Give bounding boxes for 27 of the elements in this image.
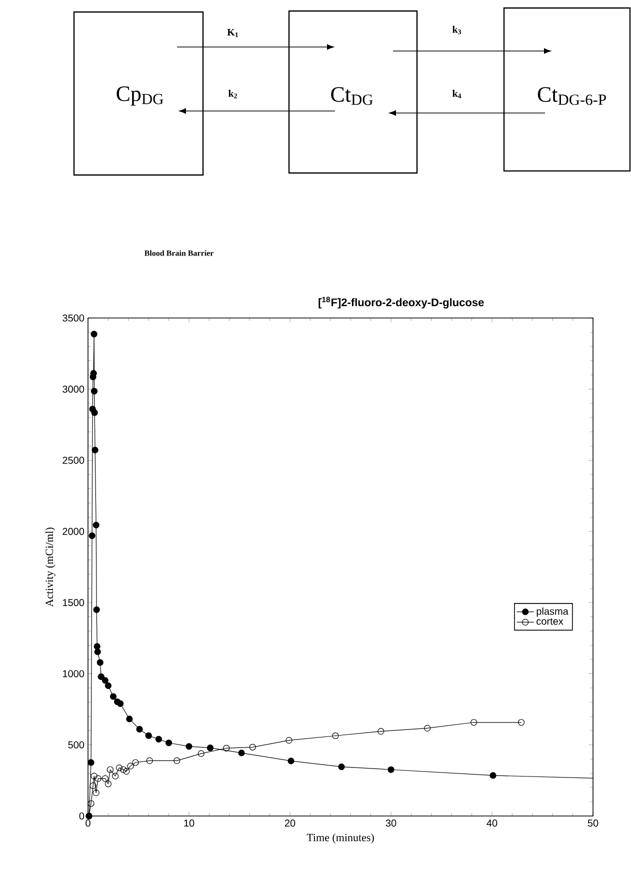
y-tick-label: 0 [80, 812, 84, 820]
y-tick-label: 2500 [62, 456, 84, 464]
text: Ct$_{DG}$ [331, 87, 373, 105]
text: Cp$_{DG}$ [116, 86, 164, 106]
y-axis-title: Activity (mCi/ml) [46, 528, 56, 607]
x-tick-label: 40 [486, 820, 498, 827]
y-tick-label: 3500 [62, 314, 84, 322]
text: K$_{1}$ [227, 28, 238, 38]
y-tick-label: 2000 [62, 528, 84, 535]
text: k$_{2}$ [228, 90, 238, 98]
x-tick-label: 20 [285, 820, 296, 827]
text: k$_{4}$ [452, 90, 462, 98]
text: Blood Brain Barrier [144, 250, 214, 256]
y-tick-label: 3000 [62, 386, 84, 393]
y-tick-label: 1500 [63, 599, 84, 606]
y-tick-label: 500 [68, 741, 84, 748]
x-tick-label: 30 [386, 820, 396, 827]
text: Ct$_{DG-6-P}$ [538, 87, 606, 105]
x-axis-title: Time (minutes) [307, 834, 374, 844]
text: k$_{3}$ [452, 26, 462, 34]
chart-title: [$^{18}$F]2-fluoro-2-deoxy-D-glucose [318, 296, 484, 308]
x-tick-label: 0 [86, 820, 91, 827]
x-tick-label: 50 [588, 820, 598, 827]
legend-label: cortex [536, 618, 564, 625]
x-tick-label: 10 [184, 820, 194, 827]
legend-label: plasma [537, 607, 569, 617]
y-tick-label: 1000 [63, 670, 84, 678]
